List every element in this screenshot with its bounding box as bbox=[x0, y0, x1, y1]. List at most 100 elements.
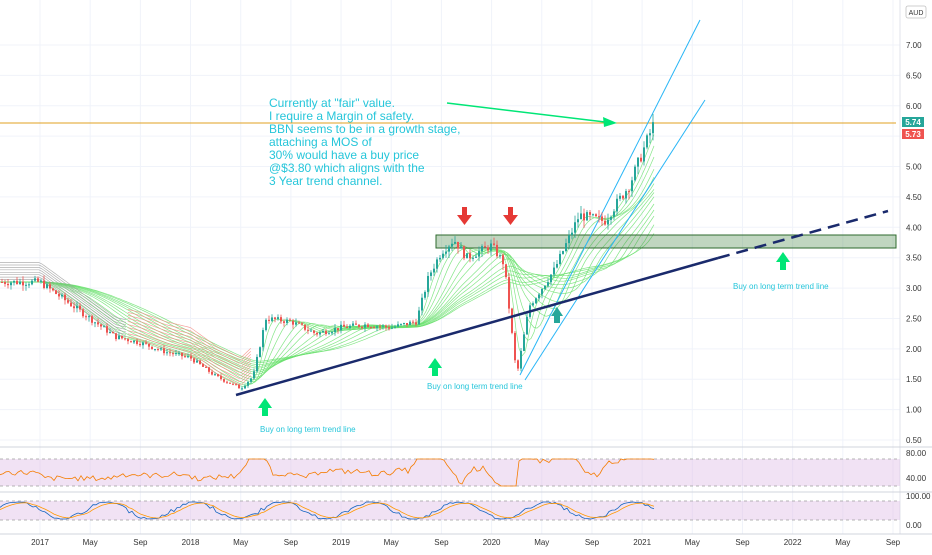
candle-body bbox=[247, 381, 249, 386]
candle-body bbox=[208, 367, 210, 372]
candle-body bbox=[106, 326, 108, 333]
time-tick: Sep bbox=[133, 538, 148, 547]
candle-body bbox=[568, 235, 570, 244]
candle-body bbox=[316, 332, 318, 335]
note-line: I require a Margin of safety. bbox=[269, 109, 414, 123]
candle-body bbox=[313, 330, 315, 333]
candle-body bbox=[112, 331, 114, 334]
candle-body bbox=[586, 212, 588, 221]
time-tick: 2022 bbox=[784, 538, 802, 547]
candle-body bbox=[160, 348, 162, 350]
candle-body bbox=[454, 241, 456, 244]
candle-body bbox=[415, 322, 417, 325]
candle-body bbox=[301, 323, 303, 325]
candle-body bbox=[178, 352, 180, 354]
candle-body bbox=[325, 331, 327, 335]
note-line: 3 Year trend channel. bbox=[269, 174, 382, 188]
candle-body bbox=[169, 352, 171, 354]
candle-body bbox=[646, 135, 648, 148]
candle-body bbox=[409, 321, 411, 326]
candle-body bbox=[601, 216, 603, 221]
price-tick: 3.00 bbox=[906, 284, 922, 293]
candle-body bbox=[7, 283, 9, 286]
candle-body bbox=[397, 324, 399, 327]
candle-body bbox=[412, 321, 414, 323]
ribbon-line-red bbox=[127, 336, 252, 385]
currency-badge[interactable] bbox=[905, 5, 927, 19]
stoch-band bbox=[0, 501, 900, 520]
candle-body bbox=[274, 317, 276, 320]
candle-body bbox=[280, 317, 282, 322]
candle-body bbox=[142, 342, 144, 346]
candle-body bbox=[250, 378, 252, 382]
candle-body bbox=[553, 267, 555, 275]
time-tick: Sep bbox=[886, 538, 901, 547]
ribbon-line bbox=[0, 224, 655, 363]
candle-body bbox=[583, 213, 585, 221]
candle-body bbox=[388, 327, 390, 329]
candle-body bbox=[196, 360, 198, 363]
candle-body bbox=[574, 222, 576, 233]
candle-body bbox=[619, 195, 621, 199]
price-tick: 7.00 bbox=[906, 41, 922, 50]
candle-body bbox=[217, 374, 219, 377]
price-tick: 2.00 bbox=[906, 345, 922, 354]
candle-body bbox=[292, 320, 294, 325]
candle-body bbox=[379, 326, 381, 328]
candle-body bbox=[241, 388, 243, 390]
candle-body bbox=[637, 157, 639, 167]
time-tick: May bbox=[83, 538, 98, 547]
time-tick: May bbox=[835, 538, 850, 547]
candle-body bbox=[490, 243, 492, 251]
candle-body bbox=[526, 316, 528, 335]
candle-body bbox=[199, 360, 201, 365]
candle-body bbox=[541, 288, 543, 295]
candle-body bbox=[508, 277, 510, 309]
last-price-tag bbox=[902, 117, 924, 127]
candle-body bbox=[244, 385, 246, 389]
candle-body bbox=[463, 246, 465, 259]
time-tick: 2019 bbox=[332, 538, 350, 547]
candle-body bbox=[433, 268, 435, 273]
ribbon-line-red bbox=[127, 327, 252, 376]
buy-label-2: Buy on long term trend line bbox=[427, 382, 523, 391]
candle-body bbox=[136, 340, 138, 344]
candle-body bbox=[58, 293, 60, 297]
candle-body bbox=[187, 356, 189, 358]
candle-body bbox=[343, 324, 345, 327]
candle-body bbox=[355, 323, 357, 325]
candle-body bbox=[139, 343, 141, 346]
candle-body bbox=[94, 322, 96, 324]
rsi-band bbox=[0, 459, 900, 486]
ribbon-line-red bbox=[127, 330, 252, 379]
candle-body bbox=[265, 319, 267, 331]
candle-body bbox=[25, 284, 27, 286]
candle-body bbox=[532, 303, 534, 306]
candle-body bbox=[427, 275, 429, 292]
candle-body bbox=[535, 298, 537, 304]
candle-body bbox=[460, 246, 462, 249]
candle-body bbox=[472, 257, 474, 259]
ribbon-line bbox=[0, 183, 655, 378]
candle-body bbox=[253, 371, 255, 379]
candle-body bbox=[1, 282, 3, 283]
rsi-tick: 80.00 bbox=[906, 449, 927, 458]
candle-body bbox=[340, 324, 342, 331]
candles bbox=[1, 113, 654, 391]
ribbon-line-gray bbox=[0, 264, 127, 323]
candle-body bbox=[322, 331, 324, 333]
ribbon-line-gray bbox=[0, 262, 127, 321]
pointer-arrow-line bbox=[446, 102, 606, 123]
candle-body bbox=[13, 280, 15, 283]
candle-body bbox=[70, 302, 72, 307]
candle-body bbox=[22, 281, 24, 286]
candle-body bbox=[193, 358, 195, 363]
candle-body bbox=[505, 264, 507, 278]
candle-body bbox=[304, 324, 306, 330]
candle-body bbox=[376, 326, 378, 328]
prev-price-label: 5.73 bbox=[905, 130, 921, 139]
candle-body bbox=[616, 198, 618, 212]
candle-body bbox=[121, 335, 123, 339]
candle-body bbox=[436, 259, 438, 269]
